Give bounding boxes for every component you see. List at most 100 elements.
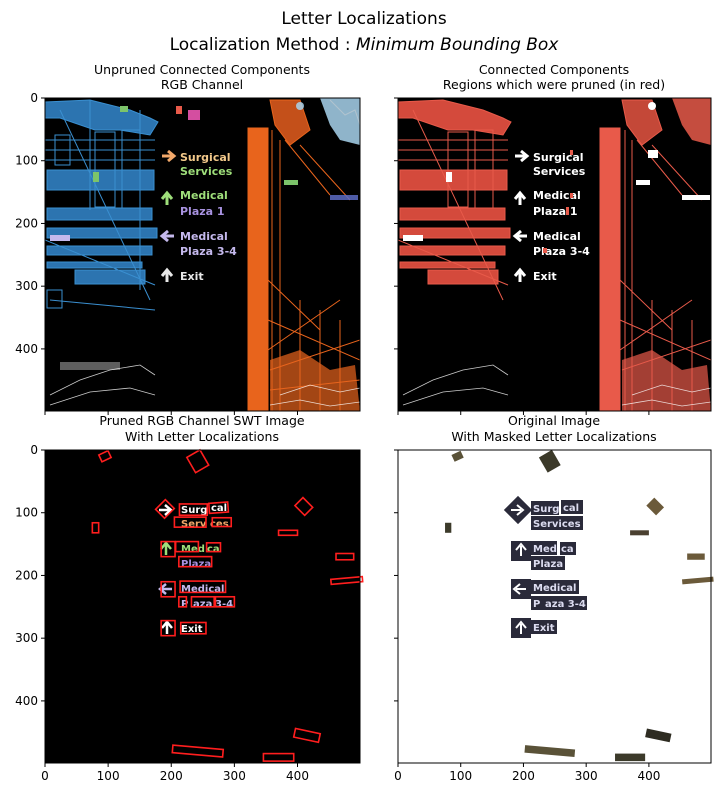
pruned-kept-components [403,102,710,241]
masked-patch [445,522,452,533]
letter-box [190,595,215,608]
panel-subtitle-swt: With Letter Localizations [125,429,279,444]
y-tick-label: 200 [15,568,38,582]
unpruned-light-blue-region [296,98,360,200]
panel-subtitle-pruned: Regions which were pruned (in red) [443,77,665,92]
letter-box [173,516,207,528]
letter-box [211,516,233,528]
panel-frame [44,449,361,764]
letter-box [160,619,176,637]
arrow-up-icon [160,267,174,282]
arrow-right-icon [511,504,525,516]
sign-label: Medical [180,189,228,202]
letter-box [171,744,225,758]
letter-box [293,496,314,517]
masked-label: aza 3-4 [545,599,586,610]
arrow-up-icon [160,541,172,555]
swt-sign: Surg cal Serv ces Med ca Plaza Medical P… [158,503,233,635]
pruned-red-structure [398,98,711,411]
sign-label: Exit [533,270,557,283]
letter-box [97,449,113,463]
x-tick-label: 200 [160,769,183,783]
masked-patch [681,576,714,585]
masked-patch [451,450,464,462]
panel-frame [44,97,361,412]
arrow-up-icon [515,542,527,556]
letter-box [292,727,322,744]
sign-label: Plaza 1 [533,205,578,218]
masked-patch [687,553,705,560]
letter-box [214,595,236,608]
x-tick-label: 0 [41,769,49,783]
arrow-up-icon [160,190,174,205]
y-tick-label: 400 [15,342,38,356]
swt-label: Medical [181,584,224,595]
sign-label: Plaza 3-4 [533,245,590,258]
swt-label: ces [210,519,229,530]
x-tick-label: 300 [223,769,246,783]
letter-box [154,498,176,520]
panel-frame [397,97,712,412]
letter-box [91,521,100,534]
swt-label: Med [181,544,205,555]
unpruned-bottom-clutter [49,364,360,407]
arrow-right-icon [515,149,530,163]
swt-label: cal [211,503,227,514]
swt-letter-boxes [91,448,364,762]
letter-box [207,501,230,515]
sign-label: Plaza 3-4 [180,245,237,258]
letter-box [262,752,295,762]
arrow-right-icon [162,149,177,163]
letter-box [205,542,222,553]
y-tick-label: 300 [15,631,38,645]
panel-original: Surg cal Services Med ca Plaza Medical P… [397,449,714,764]
panel-swt: Surg cal Serv ces Med ca Plaza Medical P… [44,448,364,764]
masked-label: Med [533,544,557,555]
panel-unpruned: Surgical Services Medical Plaza 1 Medica… [44,97,361,412]
masked-label: Services [533,519,581,530]
sign-label: Services [180,165,233,178]
masked-sign: Surg cal Services Med ca Plaza Medical P… [503,495,587,638]
letter-box [178,595,188,608]
y-tick-label: 100 [15,506,38,520]
masked-label: Medical [533,583,576,594]
letter-box [179,621,207,635]
sign-label: Plaza 1 [180,205,225,218]
y-tick-label: 200 [15,216,38,230]
letter-box [185,448,210,474]
pruned-sign: Surgical Services Medical Plaza 1 Medica… [512,149,590,283]
panel-title-pruned: Connected Components [479,62,629,77]
letter-box [329,575,364,586]
panel-frame [397,449,712,764]
figure-subtitle: Localization Method : Minimum Bounding B… [170,35,560,55]
letter-box [160,580,176,598]
masked-label: Surg [533,504,559,515]
panel-pruned: Surgical Services Medical Plaza 1 Medica… [397,97,712,412]
sign-label: Exit [180,270,204,283]
sign-label: Surgical [180,151,231,164]
masked-label: cal [563,503,579,514]
unpruned-blue-structure [45,99,159,311]
swt-label: aza [193,599,212,610]
panel-title-swt: Pruned RGB Channel SWT Image [99,413,304,428]
masked-label: ca [561,544,574,555]
unpruned-sign: Surgical Services Medical Plaza 1 Medica… [159,149,237,283]
arrow-left-icon [159,229,174,243]
swt-label: Surg [181,505,207,516]
arrow-up-icon [515,620,527,634]
swt-label: Serv [181,519,207,530]
arrow-right-icon [159,504,173,516]
arrow-left-icon [512,583,526,595]
arrow-left-icon [512,229,527,243]
arrow-up-icon [161,620,173,634]
letter-box [335,552,355,561]
x-tick-label: 400 [637,769,660,783]
panel-title-original: Original Image [508,413,600,428]
x-tick-label: 300 [575,769,598,783]
swt-label: 3-4 [215,599,233,610]
x-tick-label: 100 [97,769,120,783]
sign-label: Surgical [533,151,584,164]
y-tick-label: 400 [15,694,38,708]
masked-patch [645,728,672,743]
